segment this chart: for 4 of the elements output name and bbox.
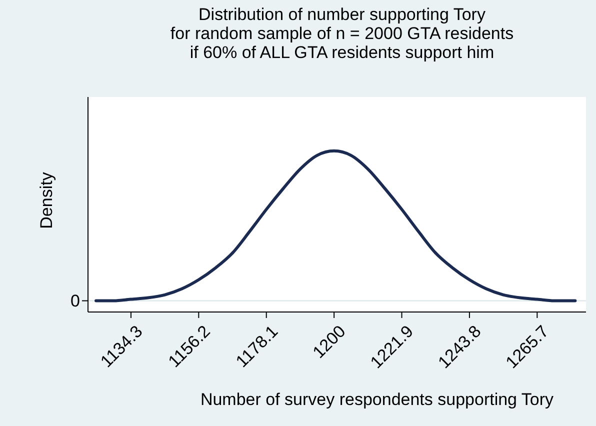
ref-line-label: 0 xyxy=(70,292,80,311)
x-axis-title: Number of survey respondents supporting Tory xyxy=(200,390,554,409)
y-axis-title: Density xyxy=(37,172,56,229)
chart-title: Distribution of number supporting Tory for random sample of n = 2000 GTA residents if 60% of ALL GTA residents support him xyxy=(170,5,514,62)
